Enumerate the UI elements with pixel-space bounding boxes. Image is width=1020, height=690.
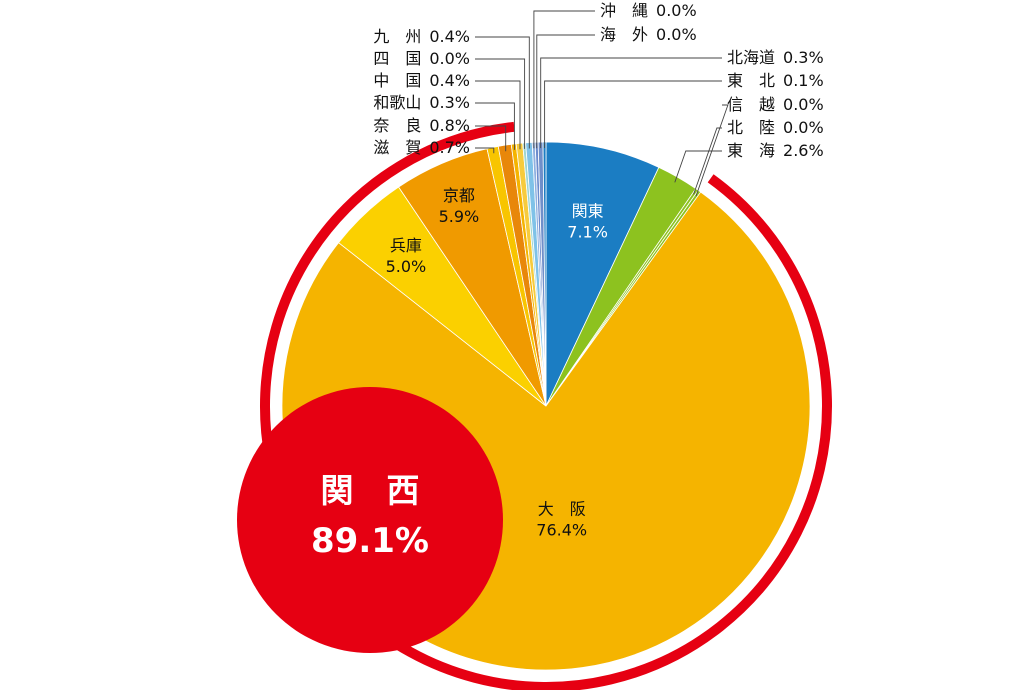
kansai-label: 関 西 xyxy=(321,471,420,510)
callout-label-四国: 四 国 0.0% xyxy=(373,49,470,68)
slice-name-大阪: 大 阪 xyxy=(538,499,586,518)
leader-line-滋賀 xyxy=(475,147,495,154)
leader-line-中国 xyxy=(475,80,521,150)
kansai-ring-layer xyxy=(260,121,832,690)
leader-line-沖縄 xyxy=(533,10,595,149)
leader-line-北海道 xyxy=(540,57,722,149)
slice-layer xyxy=(281,141,811,671)
kansai-value: 89.1% xyxy=(311,521,429,561)
leader-line-信越 xyxy=(695,104,729,197)
kansai-ring xyxy=(260,121,832,690)
leader-line-和歌山 xyxy=(475,102,515,150)
callout-label-海外: 海 外 0.0% xyxy=(600,25,697,44)
slice-value-京都: 5.9% xyxy=(439,207,480,226)
callout-label-東海: 東 海 2.6% xyxy=(727,141,824,160)
slice-name-兵庫: 兵庫 xyxy=(390,236,422,255)
kansai-highlight: 関 西 89.1% xyxy=(237,387,503,653)
kansai-circle xyxy=(237,387,503,653)
callout-label-沖縄: 沖 縄 0.0% xyxy=(600,1,697,20)
leader-line-奈良 xyxy=(475,125,507,152)
callout-label-東北: 東 北 0.1% xyxy=(727,71,824,90)
pie-slice-関東 xyxy=(545,141,660,407)
callout-label-奈良: 奈 良 0.8% xyxy=(373,116,470,135)
callout-label-和歌山: 和歌山 0.3% xyxy=(373,93,470,112)
leader-line-四国 xyxy=(475,58,526,149)
callout-label-信越: 信 越 0.0% xyxy=(727,95,824,114)
leader-line-海外 xyxy=(536,34,595,149)
slice-value-大阪: 76.4% xyxy=(536,520,587,539)
callout-label-九州: 九 州 0.4% xyxy=(373,27,470,46)
leader-line-東北 xyxy=(544,80,722,148)
slice-value-関東: 7.1% xyxy=(567,223,608,242)
leader-line-東海 xyxy=(674,150,722,183)
label-layer: 関東 7.1% 大 阪 76.4% 兵庫 5.0% 京都 5.9% 東 海 2.6% 北 陸 0.0%… xyxy=(373,1,823,539)
slice-name-関東: 関東 xyxy=(572,202,604,221)
callout-label-北海道: 北海道 0.3% xyxy=(727,48,824,67)
callout-label-滋賀: 滋 賀 0.7% xyxy=(373,138,470,157)
slice-name-京都: 京都 xyxy=(443,186,475,205)
callout-label-北陸: 北 陸 0.0% xyxy=(727,118,824,137)
leader-layer xyxy=(475,10,729,197)
leader-line-九州 xyxy=(475,36,530,149)
slice-value-兵庫: 5.0% xyxy=(386,257,427,276)
callout-label-中国: 中 国 0.4% xyxy=(373,71,470,90)
